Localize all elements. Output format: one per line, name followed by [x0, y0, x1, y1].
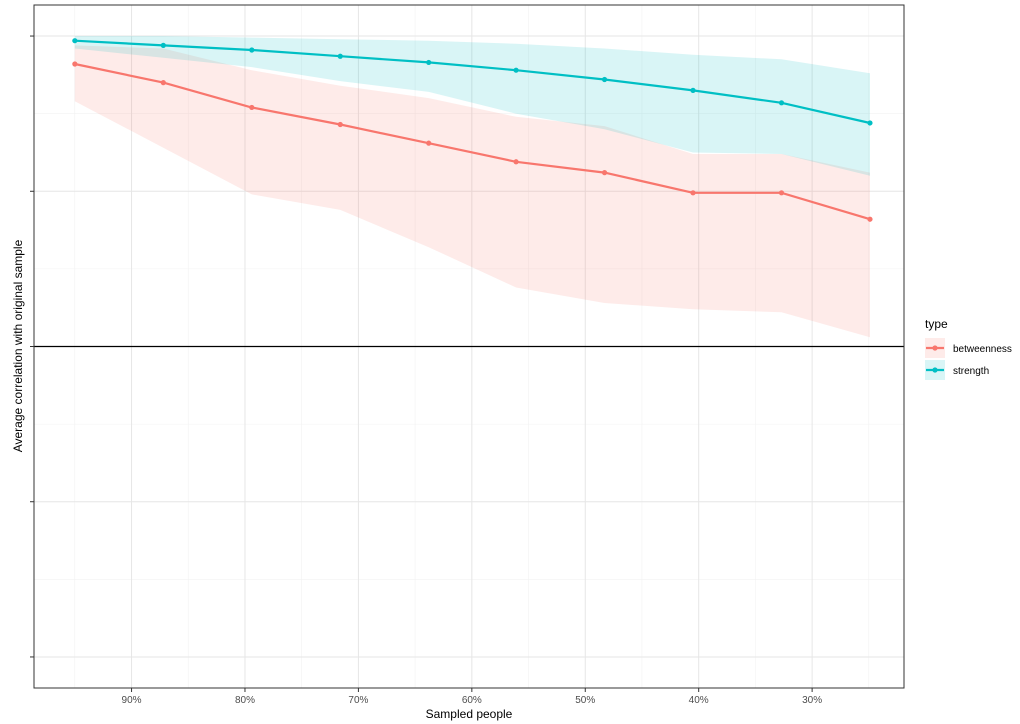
legend-title: type — [925, 317, 948, 331]
legend-label-strength: strength — [953, 366, 989, 377]
legend-item-strength: strength — [925, 360, 989, 380]
x-tick-label: 40% — [689, 695, 709, 706]
x-tick-label: 90% — [122, 695, 142, 706]
point-betweenness — [337, 121, 343, 128]
x-tick-label: 30% — [802, 695, 822, 706]
point-betweenness — [867, 216, 873, 222]
point-strength — [426, 59, 432, 66]
ribbon-strength — [74, 36, 871, 176]
point-betweenness — [601, 170, 608, 176]
line-strength — [74, 39, 871, 125]
legend-label-betweenness: betweenness — [953, 344, 1012, 355]
point-strength — [778, 100, 785, 106]
legend-item-betweenness: betweenness — [925, 338, 1012, 358]
legend-keys: betweenness strength — [925, 338, 1012, 380]
x-axis-tick-labels: 90% 80% 70% 60% 50% 40% 30% — [122, 695, 823, 706]
legend-point-strength — [932, 367, 938, 373]
series-lines — [74, 39, 871, 221]
confidence-ribbons — [74, 36, 871, 338]
legend: type betweenness strength — [925, 317, 1012, 380]
x-axis-ticks — [131, 688, 813, 692]
x-tick-label: 60% — [462, 695, 482, 706]
line-betweenness — [74, 62, 871, 221]
point-strength — [690, 87, 696, 93]
point-strength — [249, 47, 255, 53]
point-betweenness — [72, 61, 78, 67]
point-strength — [513, 67, 519, 73]
y-axis-title: Average correlation with original sample — [11, 239, 25, 452]
series-points — [72, 38, 873, 222]
point-betweenness — [690, 190, 696, 196]
point-strength — [867, 120, 873, 126]
point-betweenness — [778, 190, 785, 196]
point-strength — [160, 42, 166, 48]
point-strength — [337, 53, 343, 59]
x-tick-label: 80% — [235, 695, 255, 706]
y-axis-ticks — [30, 35, 34, 658]
point-betweenness — [426, 140, 432, 146]
point-betweenness — [160, 80, 166, 86]
point-betweenness — [513, 159, 519, 165]
x-axis-title: Sampled people — [426, 707, 513, 721]
point-strength — [72, 38, 78, 44]
legend-point-betweenness — [932, 345, 938, 351]
x-tick-label: 50% — [575, 695, 595, 706]
x-tick-label: 70% — [348, 695, 368, 706]
point-strength — [601, 76, 608, 83]
point-betweenness — [249, 104, 255, 111]
ribbon-betweenness — [74, 45, 871, 338]
